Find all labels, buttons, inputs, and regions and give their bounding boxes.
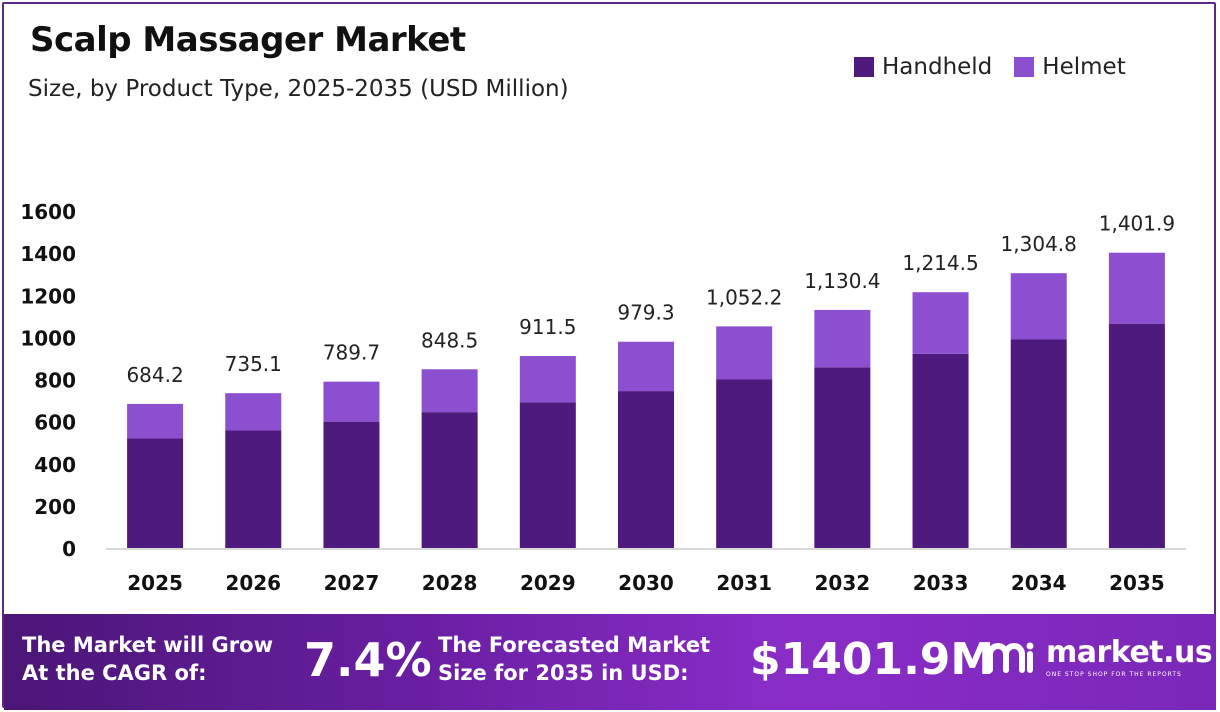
brand-name: market.us xyxy=(1046,635,1213,670)
bar-handheld xyxy=(323,421,380,548)
bar-helmet xyxy=(912,292,969,354)
y-tick-label: 800 xyxy=(34,369,76,393)
legend-swatch-handheld xyxy=(854,57,874,77)
bar-helmet xyxy=(814,309,871,368)
x-tick-label: 2026 xyxy=(225,571,281,595)
x-tick-label: 2033 xyxy=(913,571,969,595)
bar-helmet xyxy=(1108,252,1165,324)
y-tick-label: 600 xyxy=(34,411,76,435)
legend: Handheld Helmet xyxy=(854,54,1126,80)
forecast-label-line2: Size for 2035 in USD: xyxy=(438,661,689,685)
bar-handheld xyxy=(127,438,184,548)
legend-item-handheld: Handheld xyxy=(854,54,992,80)
x-tick-label: 2029 xyxy=(520,571,576,595)
x-tick-label: 2034 xyxy=(1011,571,1067,595)
bar-total-label: 1,304.8 xyxy=(1001,232,1077,256)
bar-helmet xyxy=(127,403,184,439)
bar-chart: 0 200 400 600 800 1000 1200 1400 1600 684.2 2025 73… xyxy=(20,200,1186,595)
bar-helmet xyxy=(323,381,380,422)
bar-helmet xyxy=(1010,273,1067,340)
bar-total-label: 979.3 xyxy=(617,301,674,325)
bar-handheld xyxy=(716,379,773,548)
bar-handheld xyxy=(1108,323,1165,548)
brand-tagline: ONE STOP SHOP FOR THE REPORTS xyxy=(1046,671,1182,678)
bar-total-label: 911.5 xyxy=(519,315,576,339)
bar-helmet xyxy=(716,326,773,380)
y-tick-label: 200 xyxy=(34,495,76,519)
bar-handheld xyxy=(1010,339,1067,548)
bar-total-label: 789.7 xyxy=(323,341,380,365)
bar-handheld xyxy=(421,412,478,548)
legend-swatch-helmet xyxy=(1014,57,1035,77)
brand-logo: market.us ONE STOP SHOP FOR THE REPORTS xyxy=(986,635,1213,678)
bar-total-label: 1,130.4 xyxy=(804,269,880,293)
y-tick-label: 1000 xyxy=(20,326,76,350)
footer-banner: The Market will Grow At the CAGR of: 7.4… xyxy=(4,614,1216,710)
y-tick-label: 400 xyxy=(34,453,76,477)
bar-total-label: 848.5 xyxy=(421,328,478,352)
market-us-logo-icon xyxy=(987,642,1034,673)
x-tick-label: 2028 xyxy=(422,571,478,595)
legend-item-helmet: Helmet xyxy=(1014,54,1126,80)
bar-total-label: 684.2 xyxy=(126,363,183,387)
cagr-label: The Market will Grow At the CAGR of: xyxy=(22,631,273,687)
bar-handheld xyxy=(225,430,282,548)
cagr-label-line2: At the CAGR of: xyxy=(22,661,207,685)
bar-handheld xyxy=(519,402,576,548)
x-tick-label: 2032 xyxy=(815,571,871,595)
bar-total-label: 1,401.9 xyxy=(1099,212,1175,236)
x-tick-label: 2027 xyxy=(324,571,380,595)
forecast-value: $1401.9M xyxy=(750,634,995,685)
y-tick-label: 0 xyxy=(62,537,76,561)
cagr-label-line1: The Market will Grow xyxy=(22,633,273,657)
bar-handheld xyxy=(814,367,871,548)
bar-helmet xyxy=(225,393,282,431)
legend-label-handheld: Handheld xyxy=(882,54,993,80)
bar-helmet xyxy=(618,341,674,392)
chart-subtitle: Size, by Product Type, 2025-2035 (USD Mi… xyxy=(28,76,569,102)
y-tick-label: 1600 xyxy=(20,200,76,224)
x-tick-label: 2035 xyxy=(1109,571,1165,595)
bar-helmet xyxy=(519,356,576,403)
y-tick-label: 1200 xyxy=(20,284,76,308)
forecast-label: The Forecasted Market Size for 2035 in U… xyxy=(438,631,710,687)
x-tick-label: 2025 xyxy=(127,571,183,595)
bar-total-label: 735.1 xyxy=(225,352,282,376)
forecast-label-line1: The Forecasted Market xyxy=(438,633,711,657)
chart-title: Scalp Massager Market xyxy=(30,20,466,60)
x-tick-label: 2030 xyxy=(618,571,674,595)
y-tick-label: 1400 xyxy=(20,242,76,266)
bar-handheld xyxy=(912,353,969,548)
cagr-value: 7.4% xyxy=(304,633,432,687)
legend-label-helmet: Helmet xyxy=(1042,54,1126,80)
bar-helmet xyxy=(421,369,478,413)
bar-handheld xyxy=(618,391,674,548)
x-tick-label: 2031 xyxy=(716,571,772,595)
bar-total-label: 1,214.5 xyxy=(902,251,978,275)
bar-total-label: 1,052.2 xyxy=(706,285,782,309)
